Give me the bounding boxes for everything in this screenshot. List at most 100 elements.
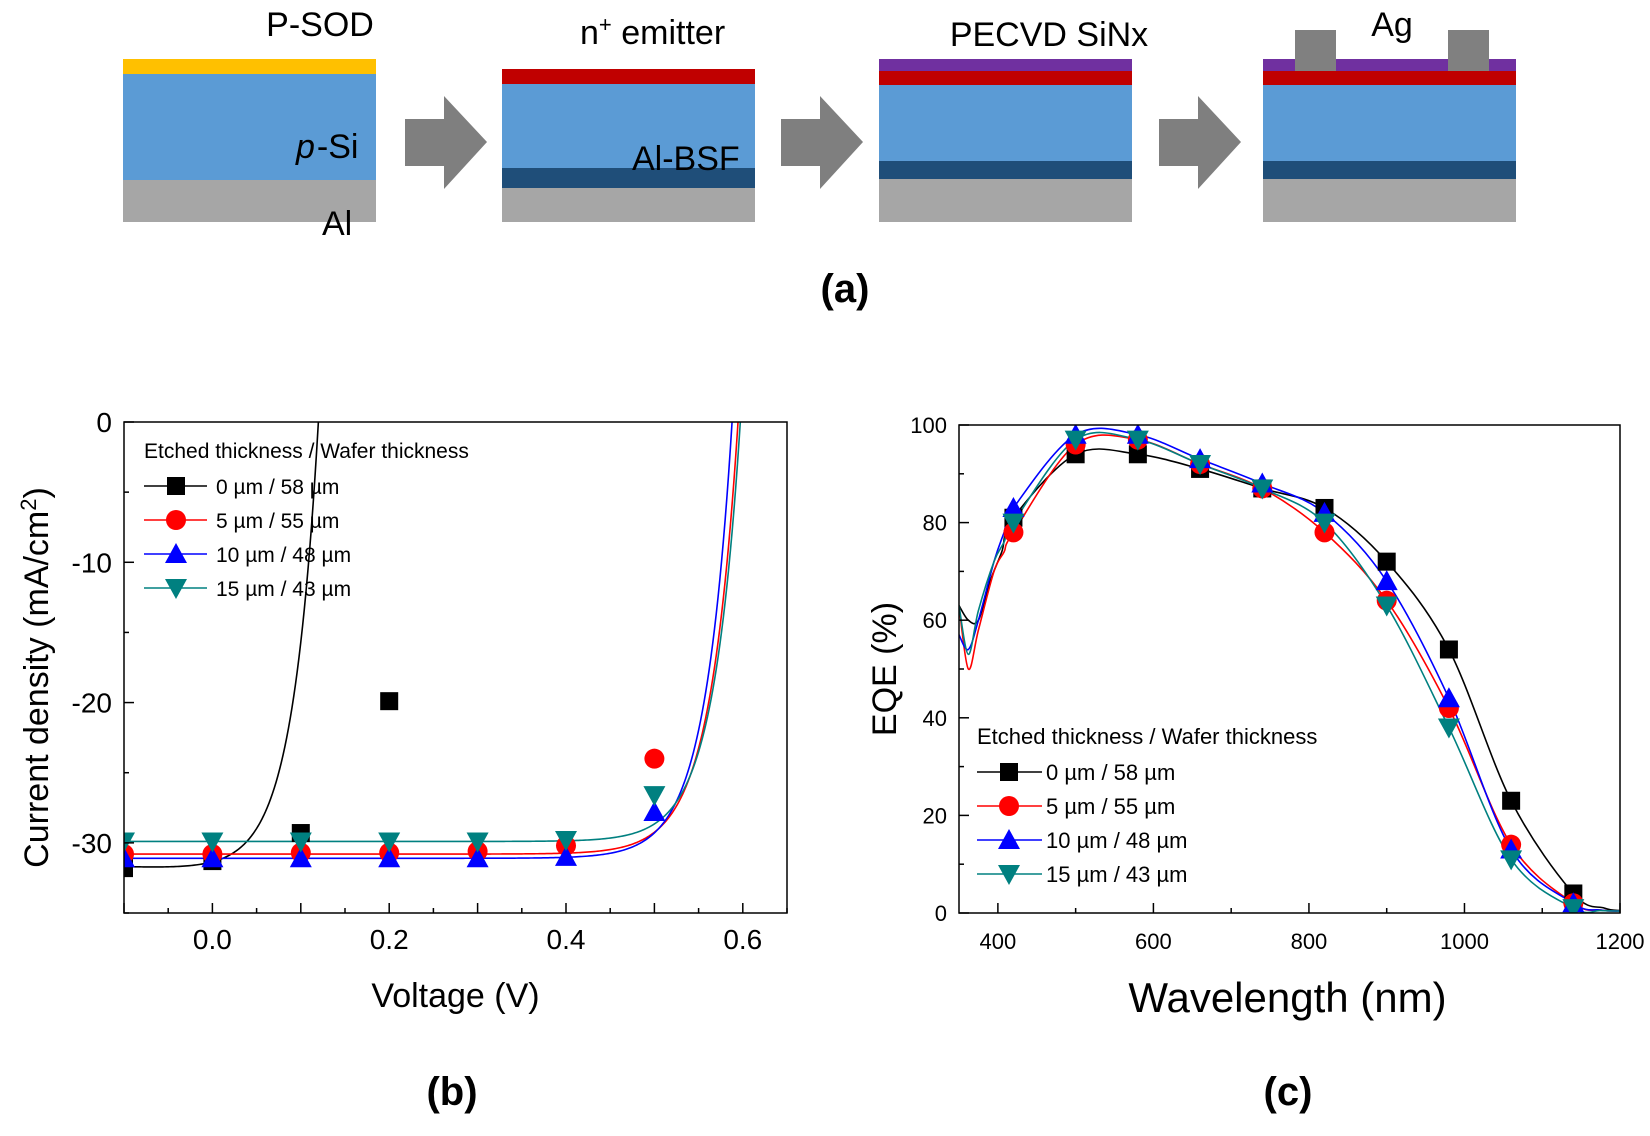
data-point xyxy=(378,832,401,853)
al-layer xyxy=(123,180,376,222)
sinx-layer xyxy=(879,59,1132,71)
x-tick-label: 0.6 xyxy=(723,924,762,955)
x-tick-label: 0.4 xyxy=(547,924,586,955)
data-point xyxy=(1377,552,1396,571)
data-point xyxy=(124,847,135,868)
data-point xyxy=(1500,850,1523,871)
data-point xyxy=(555,845,577,866)
si-substrate xyxy=(1263,85,1516,161)
y-tick-label: 0 xyxy=(96,407,112,438)
al-layer xyxy=(879,179,1132,222)
data-point xyxy=(644,748,665,769)
y-axis-label: Current density (mA/cm2) xyxy=(16,487,56,868)
al-bsf-layer xyxy=(1263,161,1516,179)
x-tick-label: 400 xyxy=(980,929,1017,954)
si-substrate xyxy=(123,74,376,180)
fit-curve-3 xyxy=(124,422,742,843)
label-emitter: n+ emitter xyxy=(580,12,725,52)
legend-label: 0 µm / 58 µm xyxy=(216,476,339,499)
emitter-layer xyxy=(1263,71,1516,85)
markers xyxy=(1002,425,1585,913)
si-substrate xyxy=(502,84,755,168)
process-flow-diagram: P-SOD p-Si Al n+ emitter Al-BSF PECVD SiNx Ag xyxy=(123,6,1516,243)
ag-contact xyxy=(1295,30,1336,71)
si-substrate xyxy=(879,85,1132,161)
legend-label: 5 µm / 55 µm xyxy=(216,510,339,533)
data-point xyxy=(1128,445,1147,464)
eqe-curve-3 xyxy=(959,431,1620,913)
y-tick-label: -10 xyxy=(72,547,112,578)
legend: Etched thickness / Wafer thickness 0 µm /… xyxy=(977,724,1317,887)
x-tick-label: 1000 xyxy=(1440,929,1489,954)
ag-contact xyxy=(1448,30,1489,71)
y-tick-label: 100 xyxy=(910,413,947,438)
legend-label: 15 µm / 43 µm xyxy=(1046,862,1188,887)
legend-marker xyxy=(165,543,187,563)
data-point xyxy=(201,832,224,853)
y-tick-label: 60 xyxy=(923,608,947,633)
data-point xyxy=(124,859,133,878)
data-point xyxy=(1502,791,1521,810)
data-point xyxy=(1313,513,1336,534)
data-point xyxy=(555,831,577,852)
label-p-si: p-Si xyxy=(295,128,358,166)
data-point xyxy=(466,847,489,868)
al-bsf-layer xyxy=(879,161,1132,179)
panel-label-c: (c) xyxy=(1264,1070,1313,1114)
process-arrow xyxy=(781,96,863,189)
legend-label: 5 µm / 55 µm xyxy=(1046,794,1175,819)
emitter-layer xyxy=(879,71,1132,85)
eqe-chart: 400 600 800 1000 1200 0 20 40 60 80 100 Wavelength … xyxy=(866,413,1644,1021)
sod-layer xyxy=(123,59,376,74)
data-point xyxy=(1064,430,1087,451)
fit-curve-1 xyxy=(124,422,739,855)
data-point xyxy=(1251,479,1274,500)
data-point xyxy=(1126,430,1149,451)
legend: Etched thickness / Wafer thickness 0 µm /… xyxy=(144,440,469,601)
label-pecvd-sinx: PECVD SiNx xyxy=(950,16,1148,54)
x-tick-label: 0.0 xyxy=(193,924,232,955)
data-point xyxy=(201,847,224,868)
x-tick-label: 0.2 xyxy=(370,924,409,955)
jv-chart: 0.0 0.2 0.4 0.6 -30 -20 -10 0 Voltage (V) Current… xyxy=(16,407,788,1015)
al-layer xyxy=(502,188,755,222)
y-tick-label: 20 xyxy=(923,803,947,828)
panel-label-a: (a) xyxy=(821,267,870,311)
al-bsf-layer xyxy=(502,168,755,188)
legend-label: 10 µm / 48 µm xyxy=(1046,828,1188,853)
y-tick-label: 80 xyxy=(923,511,947,536)
data-point xyxy=(380,692,399,711)
data-point xyxy=(289,847,312,868)
legend-title: Etched thickness / Wafer thickness xyxy=(977,724,1317,749)
markers xyxy=(124,692,666,878)
fit-curve-0 xyxy=(124,422,320,868)
emitter-layer xyxy=(502,69,755,84)
al-layer xyxy=(1263,179,1516,222)
label-p-sod: P-SOD xyxy=(266,6,374,44)
y-axis-label: EQE (%) xyxy=(866,602,904,736)
label-ag: Ag xyxy=(1371,6,1413,44)
fit-curves xyxy=(124,422,742,868)
y-tick-label: 0 xyxy=(935,901,947,926)
data-point xyxy=(1437,718,1460,739)
legend-marker xyxy=(166,510,186,530)
data-point xyxy=(1375,570,1398,591)
data-point xyxy=(1002,496,1025,517)
data-point xyxy=(378,847,401,868)
data-point xyxy=(1437,687,1460,708)
x-tick-label: 800 xyxy=(1291,929,1328,954)
eqe-curve-0 xyxy=(959,448,1620,912)
process-arrow xyxy=(1159,96,1241,189)
data-point xyxy=(643,800,666,821)
data-point xyxy=(466,832,489,853)
x-axis-label: Wavelength (nm) xyxy=(1128,974,1446,1021)
legend-label: 0 µm / 58 µm xyxy=(1046,760,1175,785)
legend-title: Etched thickness / Wafer thickness xyxy=(144,440,469,463)
legend-marker xyxy=(998,865,1020,885)
legend-label: 15 µm / 43 µm xyxy=(216,578,351,601)
panel-label-b: (b) xyxy=(426,1070,477,1114)
data-point xyxy=(1439,640,1458,659)
plot-frame xyxy=(123,421,788,914)
y-tick-label: -20 xyxy=(72,688,112,719)
legend-marker xyxy=(1000,763,1018,781)
